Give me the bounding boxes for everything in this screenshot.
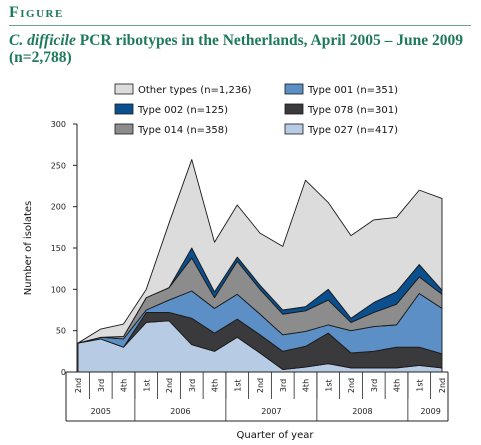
figure-title-italic: C. difficile (9, 32, 76, 49)
legend-swatch (284, 123, 304, 135)
x-quarter-label: 2nd (165, 378, 174, 393)
x-quarter-label: 3rd (370, 379, 379, 392)
x-year-label: 2007 (261, 407, 281, 416)
x-quarter-label: 1st (324, 379, 333, 391)
legend-label: Type 014 (n=358) (137, 125, 228, 136)
figure-title-rest: PCR ribotypes in the Netherlands, April … (9, 32, 463, 66)
x-quarter-label: 4th (211, 379, 220, 392)
legend-label: Type 078 (n=301) (307, 105, 398, 116)
x-quarter-label: 2nd (256, 378, 265, 393)
x-quarter-label: 1st (233, 379, 242, 391)
legend-swatch (284, 103, 304, 115)
x-year-label: 2008 (352, 407, 372, 416)
x-quarter-label: 3rd (279, 379, 288, 392)
x-quarter-label: 1st (142, 379, 151, 391)
y-tick-label: 300 (51, 120, 66, 129)
x-year-label: 2005 (91, 407, 111, 416)
figure-label: Figure (9, 4, 64, 21)
legend-label: Other types (n=1,236) (138, 85, 252, 96)
legend-label: Type 002 (n=125) (137, 105, 228, 116)
y-tick-label: 150 (51, 244, 66, 253)
area-series-5 (77, 159, 443, 344)
y-tick-label: 200 (51, 203, 66, 212)
legend-label: Type 027 (n=417) (307, 125, 398, 136)
figure-title: C. difficile PCR ribotypes in the Nether… (9, 32, 469, 66)
x-quarter-label: 3rd (97, 379, 106, 392)
x-quarter-label: 2nd (438, 378, 447, 393)
y-tick-label: 0 (61, 368, 66, 377)
x-year-label: 2006 (170, 407, 190, 416)
x-year-label: 2009 (420, 407, 440, 416)
x-quarter-label: 3rd (188, 379, 197, 392)
legend-swatch (114, 103, 134, 115)
legend-label: Type 001 (n=351) (307, 85, 398, 96)
x-quarter-label: 4th (302, 379, 311, 392)
y-tick-label: 50 (56, 327, 66, 336)
x-quarter-label: 2nd (347, 378, 356, 393)
x-quarter-label: 4th (393, 379, 402, 392)
legend-swatch (284, 83, 304, 95)
legend-swatch (114, 123, 134, 135)
y-tick-label: 100 (51, 285, 66, 294)
y-axis-title: Number of isolates (23, 201, 34, 295)
y-tick-label: 250 (51, 161, 66, 170)
header-rule (9, 25, 471, 26)
x-quarter-label: 2nd (74, 378, 83, 393)
x-quarter-label: 4th (120, 379, 129, 392)
x-axis-title: Quarter of year (237, 430, 315, 441)
legend-swatch (114, 83, 134, 95)
x-quarter-label: 1st (415, 379, 424, 391)
